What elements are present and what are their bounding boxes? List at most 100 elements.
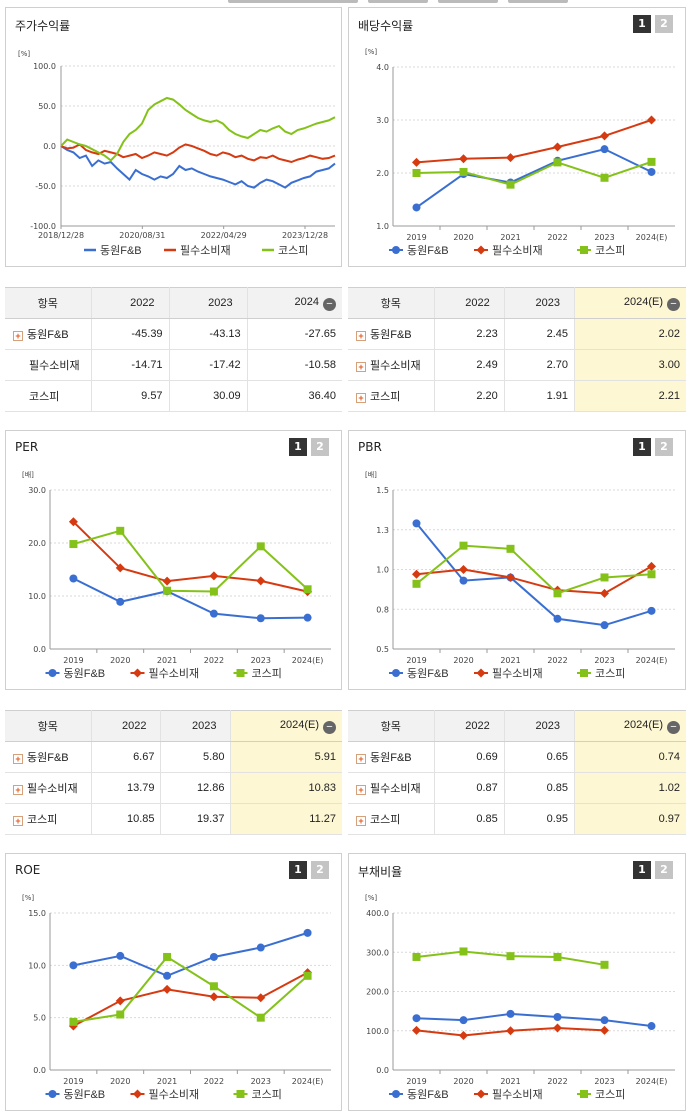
roe-chart: [%] 15.0 10.0 5.0 0.0 2019 2020 2021 2022 2023 202…	[22, 894, 331, 1101]
cell: -43.13	[169, 318, 248, 350]
cell: 3.00	[574, 349, 686, 381]
legend-label-company: 동원F&B	[407, 667, 449, 680]
collapse-icon[interactable]: −	[323, 297, 336, 311]
row-name[interactable]: + 코스피	[348, 380, 435, 412]
cell: 0.87	[434, 772, 505, 804]
expand-icon[interactable]: +	[356, 785, 366, 795]
chart-toggle-buttons: 1 2	[289, 438, 329, 456]
data-point	[553, 589, 562, 598]
table-row: + 동원F&B 6.67 5.80 5.91	[5, 741, 342, 773]
data-point	[647, 570, 656, 579]
collapse-icon[interactable]: −	[323, 720, 336, 734]
expand-icon[interactable]: +	[356, 362, 366, 372]
cell: 0.85	[434, 803, 505, 835]
chart-button-2[interactable]: 2	[311, 438, 329, 456]
expand-icon[interactable]: +	[356, 816, 366, 826]
x-tick-label: 2024(E)	[636, 233, 668, 242]
x-tick-label: 2023/12/28	[282, 231, 328, 240]
series-line-industry	[60, 143, 336, 164]
expand-icon[interactable]: +	[356, 331, 366, 341]
legend-label-company: 동원F&B	[407, 1088, 449, 1101]
y-tick-label: 5.0	[33, 1014, 46, 1023]
x-tick-label: 2023	[251, 1077, 271, 1086]
header-item: 항목	[348, 710, 435, 742]
pbr-table: 항목 2022 2023 2024(E) − + 동원F&B 0.69 0.65 0…	[348, 710, 686, 835]
series-line-company	[73, 931, 308, 977]
y-tick-label: 200.0	[366, 988, 389, 997]
stock-return-panel: 주가수익률 [%] 100.0 50.0 0.0 -50.0 -100.0 2018/12/…	[5, 7, 342, 267]
per-chart: [배] 30.0 20.0 10.0 0.0 2019 2020 2021 2022 2023 20…	[22, 470, 331, 680]
x-tick-label: 2021	[157, 1077, 177, 1086]
chart-button-2[interactable]: 2	[655, 438, 673, 456]
data-point	[69, 540, 78, 549]
legend-label-company: 동원F&B	[64, 667, 106, 680]
expand-icon[interactable]: +	[13, 785, 23, 795]
row-name[interactable]: + 동원F&B	[5, 741, 92, 773]
cell: 5.91	[230, 741, 342, 773]
panel-title: ROE	[15, 863, 41, 877]
x-tick-label: 2022	[547, 656, 567, 665]
chart-button-2[interactable]: 2	[311, 861, 329, 879]
y-tick-label: 0.0	[33, 1066, 46, 1075]
chart-button-1[interactable]: 1	[289, 861, 307, 879]
chart-button-1[interactable]: 1	[633, 861, 651, 879]
data-point	[163, 952, 172, 961]
legend-label-industry: 필수소비재	[149, 1088, 200, 1101]
chart-button-2[interactable]: 2	[655, 15, 673, 33]
data-point	[116, 526, 125, 535]
expand-icon[interactable]: +	[13, 754, 23, 764]
y-tick-label: 1.3	[376, 526, 389, 535]
header-col: 2023	[504, 287, 576, 319]
stock-return-table: 항목 2022 2023 2024− + 동원F&B -45.39 -43.13 …	[5, 287, 342, 412]
row-name[interactable]: + 동원F&B	[348, 741, 435, 773]
data-point	[256, 1013, 265, 1022]
row-name[interactable]: + 코스피	[5, 803, 92, 835]
cell: 5.80	[160, 741, 232, 773]
legend-label-industry: 필수소비재	[492, 244, 543, 257]
chart-button-2[interactable]: 2	[655, 861, 673, 879]
chart-button-1[interactable]: 1	[633, 15, 651, 33]
data-point	[459, 1030, 468, 1040]
expand-icon[interactable]: +	[13, 331, 23, 341]
row-name[interactable]: + 동원F&B	[5, 318, 92, 350]
row-name[interactable]: + 필수소비재	[348, 772, 435, 804]
legend-label-index: 코스피	[278, 244, 308, 257]
data-point	[236, 669, 245, 677]
collapse-icon[interactable]: −	[667, 720, 680, 734]
y-tick-label: 300.0	[366, 948, 389, 957]
cell: 2.02	[574, 318, 686, 350]
row-name: 코스피	[5, 380, 92, 412]
series-line-company	[415, 148, 652, 209]
data-point	[459, 947, 468, 956]
legend-label-industry: 필수소비재	[180, 244, 231, 257]
data-point	[392, 669, 400, 677]
expand-icon[interactable]: +	[356, 393, 366, 403]
y-tick-label: 1.0	[376, 566, 389, 575]
panel-title: 배당수익률	[358, 19, 414, 33]
x-tick-label: 2019	[406, 233, 426, 242]
series-line-index	[415, 544, 652, 595]
data-point	[116, 1010, 125, 1019]
legend-label-index: 코스피	[252, 667, 282, 680]
expand-icon[interactable]: +	[356, 754, 366, 764]
y-tick-label: -50.0	[35, 182, 56, 191]
data-point	[476, 245, 486, 255]
header-col: 2024−	[247, 287, 342, 319]
x-tick-label: 2021	[157, 656, 177, 665]
chart-button-1[interactable]: 1	[289, 438, 307, 456]
data-point	[506, 180, 515, 189]
data-point	[506, 1009, 515, 1018]
chart-button-1[interactable]: 1	[633, 438, 651, 456]
expand-icon[interactable]: +	[13, 816, 23, 826]
legend-label-index: 코스피	[595, 667, 625, 680]
data-point	[580, 1090, 588, 1098]
table-row: + 코스피 0.85 0.95 0.97	[348, 803, 686, 835]
row-name[interactable]: + 동원F&B	[348, 318, 435, 350]
pbr-panel: PBR 1 2 [배] 1.5 1.3 1.0 0.8 0.5 2019 2020 2021 20…	[348, 430, 686, 690]
data-point	[553, 1023, 562, 1033]
row-name[interactable]: + 필수소비재	[5, 772, 92, 804]
x-tick-label: 2020	[110, 656, 130, 665]
row-name[interactable]: + 필수소비재	[348, 349, 435, 381]
collapse-icon[interactable]: −	[667, 297, 680, 311]
row-name[interactable]: + 코스피	[348, 803, 435, 835]
